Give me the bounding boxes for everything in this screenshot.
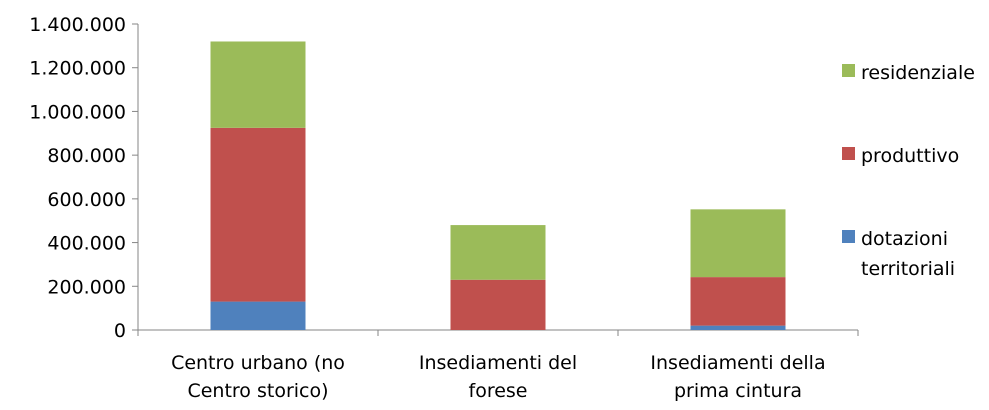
y-axis: 0 200.000 400.000 600.000 800.000 1.000.000 1.…	[29, 14, 139, 342]
bar-segment	[690, 325, 786, 330]
legend-label: territoriali	[861, 258, 955, 280]
bar-segment	[210, 301, 306, 330]
bar-segment	[450, 225, 546, 280]
legend-label: produttivo	[861, 145, 959, 167]
y-tick-label: 1.000.000	[29, 101, 126, 123]
y-tick-label: 800.000	[47, 145, 126, 167]
x-axis: Centro urbano (no Centro storico) Insediam…	[137, 329, 859, 402]
y-tick-label: 1.200.000	[29, 58, 126, 80]
x-category-label: Insediamenti del	[419, 352, 577, 374]
legend-swatch	[842, 64, 855, 77]
bar-segment	[210, 41, 306, 128]
legend-label: dotazioni	[861, 228, 948, 250]
x-category-label: Centro urbano (no	[171, 352, 345, 374]
y-tick-label: 0	[114, 320, 126, 342]
y-tick-label: 600.000	[47, 189, 126, 211]
y-tick-label: 400.000	[47, 233, 126, 255]
bar-segment	[450, 279, 546, 330]
bar-segment	[690, 209, 786, 278]
legend: residenziale produttivo dotazioni territori…	[842, 62, 975, 280]
y-tick-label: 200.000	[47, 276, 126, 298]
legend-swatch	[842, 230, 855, 243]
x-category-label: forese	[469, 380, 528, 402]
x-category-label: prima cintura	[674, 380, 802, 402]
x-category-label: Insediamenti della	[650, 352, 825, 374]
bars	[210, 41, 786, 330]
y-tick-label: 1.400.000	[29, 14, 126, 36]
bar-segment	[690, 277, 786, 326]
legend-label: residenziale	[861, 62, 975, 84]
x-category-label: Centro storico)	[187, 380, 328, 402]
legend-swatch	[842, 147, 855, 160]
bar-segment	[210, 127, 306, 302]
